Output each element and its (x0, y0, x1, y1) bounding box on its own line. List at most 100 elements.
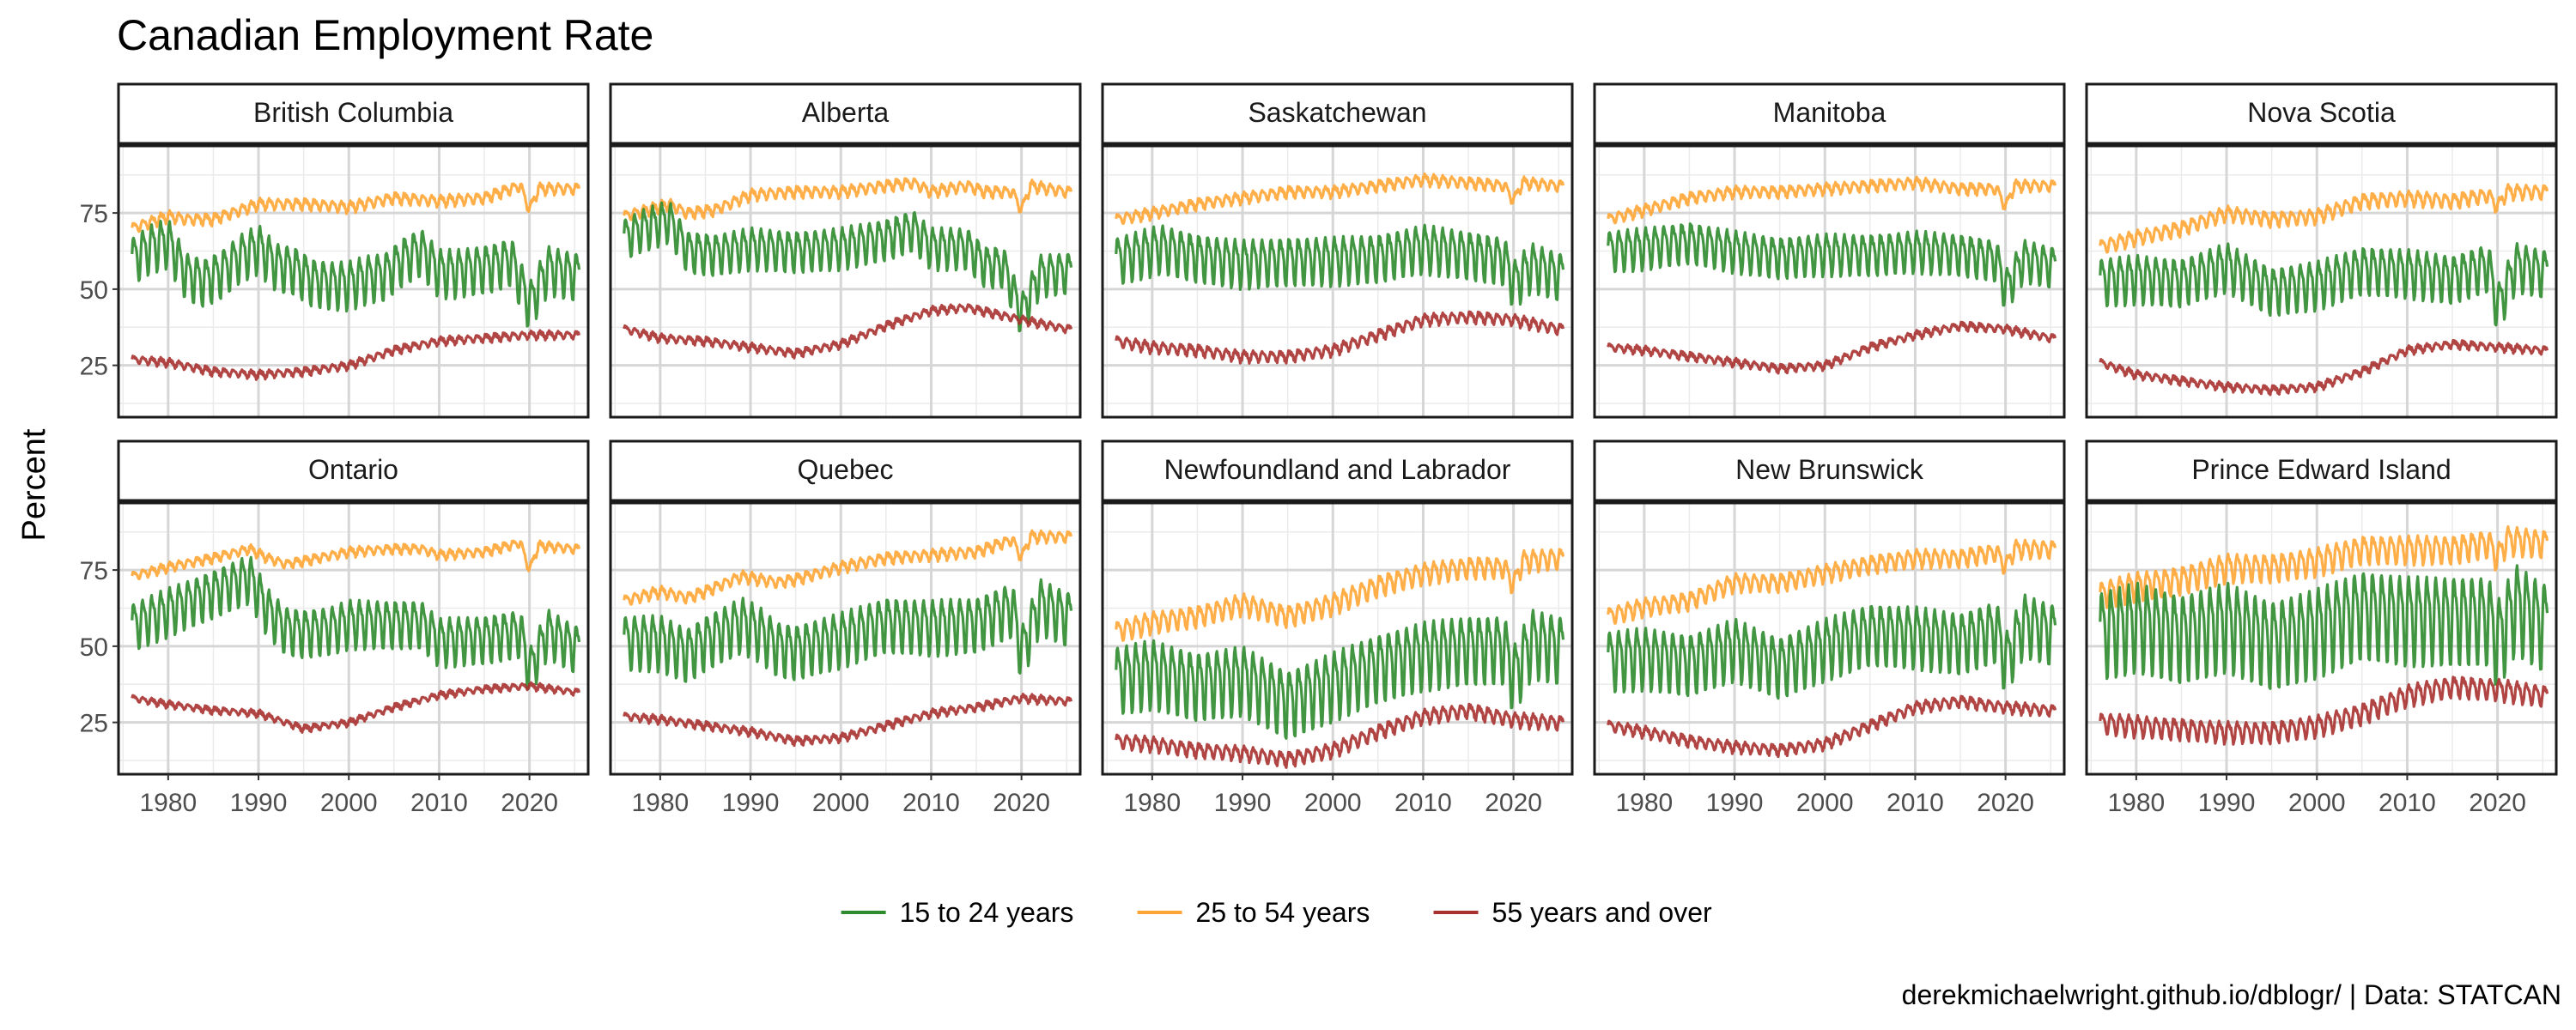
y-tick-label: 75 (80, 557, 108, 585)
panel-border (609, 144, 1082, 419)
series-line-youth (131, 555, 581, 691)
x-tick-label: 2000 (320, 789, 378, 817)
x-tick-label: 2000 (812, 789, 870, 817)
x-tick-label: 2000 (2288, 789, 2346, 817)
facet-alberta: Alberta (609, 82, 1082, 419)
x-tick-label: 2020 (501, 789, 558, 817)
series-line-older (2099, 338, 2549, 397)
y-tick-label: 25 (80, 710, 108, 738)
series-line-core (623, 177, 1073, 221)
series-line-older (1607, 694, 2057, 759)
x-tick-label: 2000 (1304, 789, 1362, 817)
facet-new-brunswick: New Brunswick 1980 1990 2000 2010 2020 (1593, 439, 2066, 817)
legend-label: 25 to 54 years (1196, 897, 1370, 928)
facet-strip (2085, 439, 2558, 502)
series-line-core (2099, 183, 2549, 254)
x-tick-label: 2020 (2469, 789, 2526, 817)
series-line-older (1115, 702, 1565, 769)
x-tick-label: 1990 (1706, 789, 1764, 817)
x-tick-label: 1990 (1214, 789, 1272, 817)
legend-item-core: 25 to 54 years (1137, 897, 1370, 928)
series-line-core (623, 529, 1073, 606)
legend-label: 55 years and over (1492, 897, 1713, 928)
facet-manitoba: Manitoba (1593, 82, 2066, 419)
facet-strip-label: Manitoba (1773, 97, 1886, 128)
series-line-core (1607, 538, 2057, 625)
caption: derekmichaelwright.github.io/dblogr/ | D… (1902, 979, 2561, 1010)
panel-border (1593, 144, 2066, 419)
series-line-older (131, 329, 581, 381)
series-line-core (1607, 175, 2057, 225)
panel-border (1101, 501, 1574, 776)
facet-strip (609, 439, 1082, 502)
x-tick-label: 2010 (1886, 789, 1944, 817)
facet-panels: British Columbia 25 50 75 Alberta Saskatchewa… (80, 82, 2558, 817)
series-line-core (2099, 524, 2549, 609)
x-tick-label: 1990 (722, 789, 780, 817)
x-tick-label: 2010 (902, 789, 960, 817)
facet-strip-label: New Brunswick (1735, 454, 1924, 485)
y-tick-label: 75 (80, 200, 108, 228)
chart-title: Canadian Employment Rate (117, 11, 653, 59)
panel-border (1101, 144, 1574, 419)
y-axis-title: Percent (16, 428, 52, 541)
facet-strip-label: Nova Scotia (2247, 97, 2396, 128)
series-line-core (131, 181, 581, 233)
facet-strip (1101, 82, 1574, 145)
series-line-youth (1607, 593, 2057, 700)
facet-strip (609, 82, 1082, 145)
facet-strip-label: Ontario (308, 454, 398, 485)
series-line-older (623, 693, 1073, 748)
y-tick-label: 50 (80, 633, 108, 662)
y-tick-label: 50 (80, 276, 108, 305)
x-tick-label: 2010 (2379, 789, 2436, 817)
series-line-older (131, 681, 581, 734)
facet-newfoundland-and-labrador: Newfoundland and Labrador 1980 1990 2000 201… (1101, 439, 1574, 817)
x-tick-label: 1980 (1123, 789, 1181, 817)
series-line-youth (623, 578, 1073, 683)
series-line-older (1115, 310, 1565, 365)
x-tick-label: 1990 (2198, 789, 2256, 817)
series-line-youth (2099, 564, 2549, 690)
x-tick-label: 1980 (1615, 789, 1673, 817)
facet-quebec: Quebec 1980 1990 2000 2010 2020 (609, 439, 1082, 817)
series-line-core (1115, 548, 1565, 642)
x-tick-label: 2010 (410, 789, 468, 817)
facet-saskatchewan: Saskatchewan (1101, 82, 1574, 419)
series-line-older (1607, 320, 2057, 375)
facet-strip-label: Quebec (797, 454, 893, 485)
facet-ontario: Ontario 25 50 75 1980 1990 2000 2010 2020 (80, 439, 590, 817)
facet-strip-label: Alberta (802, 97, 890, 128)
facet-strip-label: British Columbia (253, 97, 453, 128)
facet-british-columbia: British Columbia 25 50 75 (80, 82, 590, 419)
facet-strip-label: Newfoundland and Labrador (1164, 454, 1511, 485)
series-line-older (2099, 676, 2549, 746)
facet-strip (1593, 82, 2066, 145)
x-tick-label: 1980 (2107, 789, 2165, 817)
x-tick-label: 2020 (1977, 789, 2034, 817)
panel-border (117, 144, 590, 419)
x-tick-label: 1980 (139, 789, 197, 817)
series-line-core (131, 539, 581, 580)
panel-border (2085, 501, 2558, 776)
x-tick-label: 2010 (1394, 789, 1452, 817)
facet-strip (1593, 439, 2066, 502)
x-tick-label: 1990 (230, 789, 288, 817)
facet-strip (117, 82, 590, 145)
facet-prince-edward-island: Prince Edward Island 1980 1990 2000 2010 2020 (2085, 439, 2558, 817)
facet-nova-scotia: Nova Scotia (2085, 82, 2558, 419)
facet-strip (1101, 439, 1574, 502)
x-tick-label: 2000 (1796, 789, 1854, 817)
series-line-youth (1115, 223, 1565, 306)
x-tick-label: 2020 (1485, 789, 1542, 817)
x-tick-label: 2020 (993, 789, 1050, 817)
series-line-youth (1607, 222, 2057, 307)
panel-border (117, 501, 590, 776)
series-line-youth (623, 201, 1073, 333)
panel-border (2085, 144, 2558, 419)
facet-strip-label: Saskatchewan (1248, 97, 1426, 128)
series-line-core (1115, 172, 1565, 225)
series-line-youth (131, 220, 581, 328)
series-line-youth (2099, 242, 2549, 327)
